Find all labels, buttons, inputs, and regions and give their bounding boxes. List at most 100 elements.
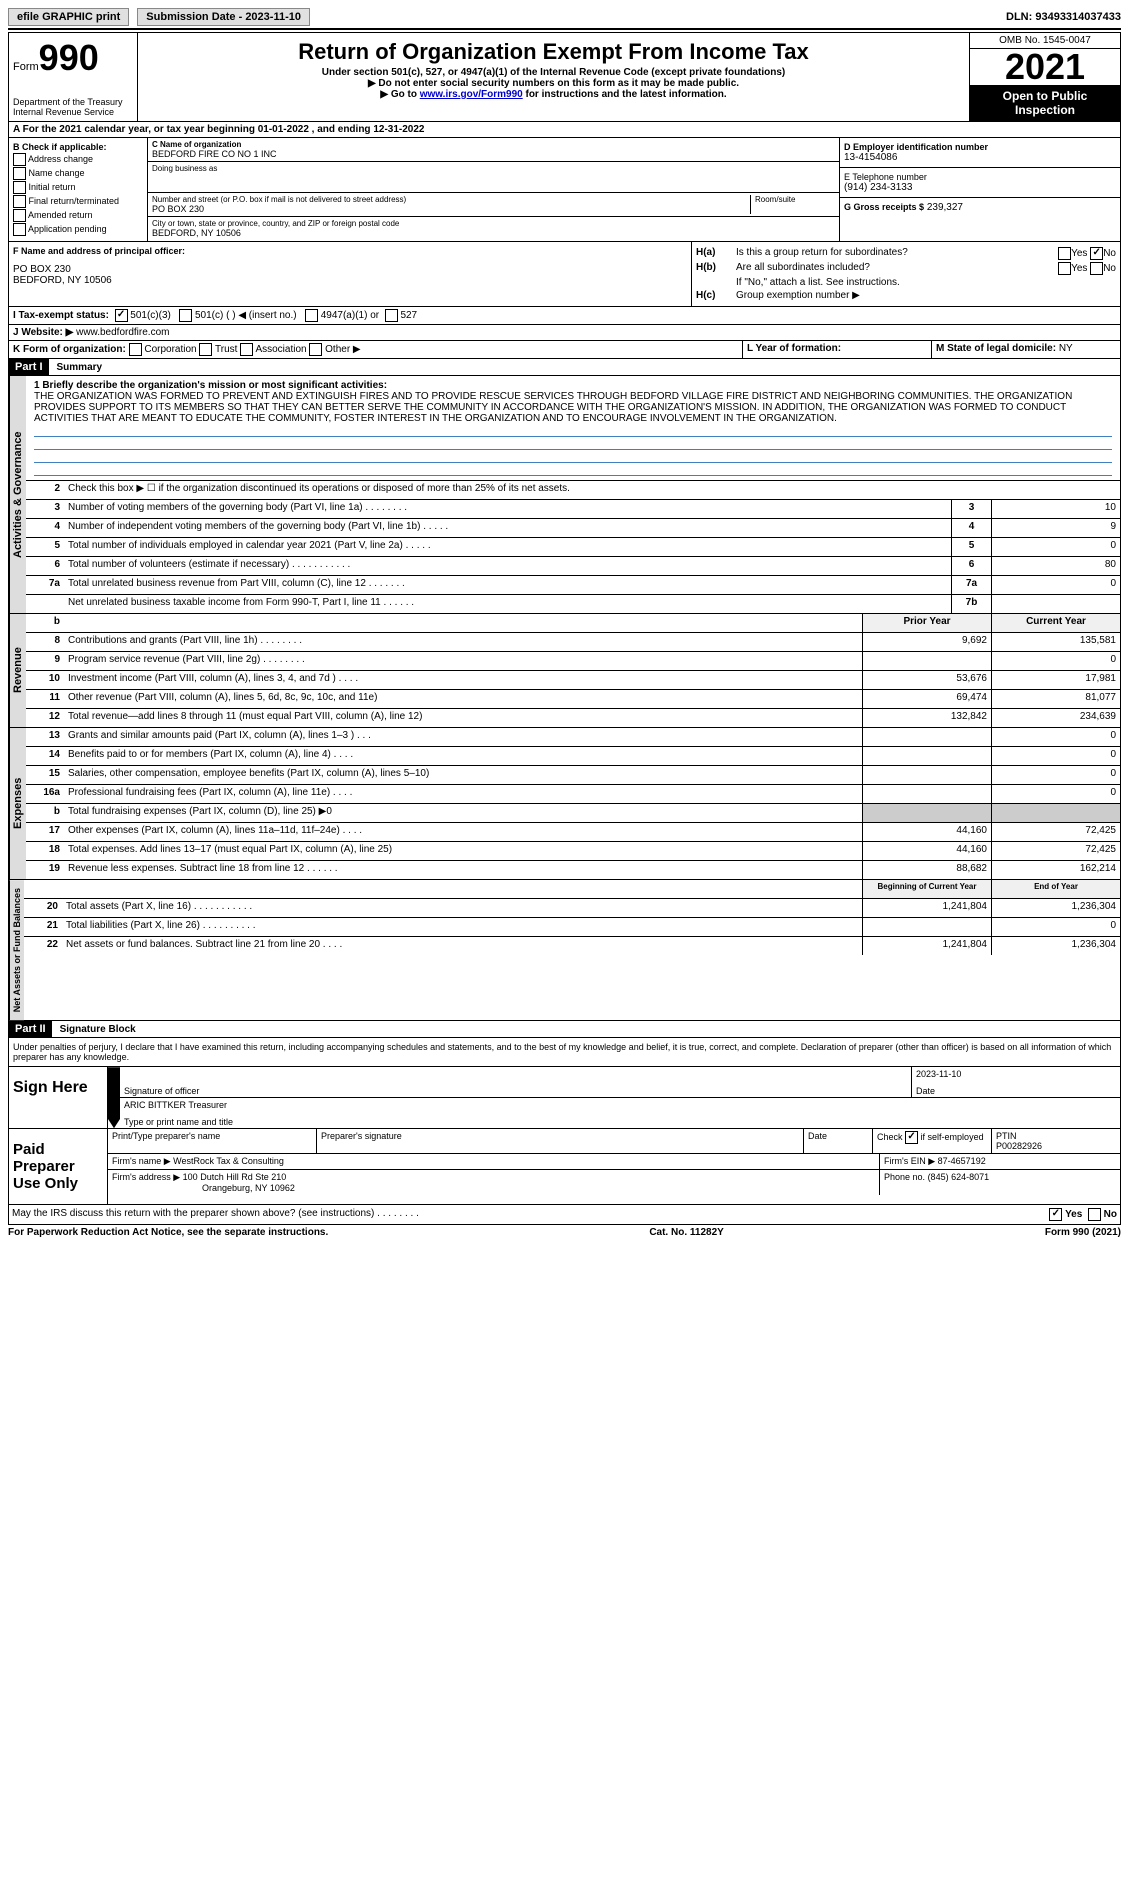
- section-c: C Name of organization BEDFORD FIRE CO N…: [148, 138, 839, 241]
- irs-label: Internal Revenue Service: [13, 107, 133, 117]
- form-header: Form990 Department of the Treasury Inter…: [8, 32, 1121, 122]
- chk-discuss-no[interactable]: [1088, 1208, 1101, 1221]
- chk-527[interactable]: [385, 309, 398, 322]
- chk-ha-yes[interactable]: [1058, 247, 1071, 260]
- chk-hb-no[interactable]: [1090, 262, 1103, 275]
- footer-mid: Cat. No. 11282Y: [328, 1227, 1045, 1238]
- vtab-expenses: Expenses: [9, 728, 26, 879]
- officer-name: ARIC BITTKER Treasurer: [124, 1100, 1116, 1110]
- form-number: Form990: [13, 37, 133, 79]
- paid-preparer-block: Paid Preparer Use Only Print/Type prepar…: [8, 1129, 1121, 1205]
- summary-line: 8Contributions and grants (Part VIII, li…: [26, 633, 1120, 652]
- preparer-date-label: Date: [804, 1129, 873, 1153]
- part1-header: Part I Summary: [8, 359, 1121, 376]
- form-note-2: ▶ Go to www.irs.gov/Form990 for instruct…: [142, 89, 965, 100]
- sig-date-label: Date: [916, 1086, 935, 1096]
- summary-line: 3Number of voting members of the governi…: [26, 500, 1120, 519]
- netassets-table: Net Assets or Fund Balances Beginning of…: [8, 880, 1121, 1021]
- phone-value: (914) 234-3133: [844, 182, 1116, 193]
- dba-label: Doing business as: [152, 164, 835, 173]
- firm-phone: (845) 624-8071: [928, 1172, 990, 1182]
- chk-discuss-yes[interactable]: [1049, 1208, 1062, 1221]
- type-name-label: Type or print name and title: [124, 1117, 233, 1127]
- room-label: Room/suite: [755, 195, 835, 204]
- phone-label: E Telephone number: [844, 172, 1116, 182]
- chk-address-change[interactable]: Address change: [13, 153, 143, 166]
- chk-ha-no[interactable]: [1090, 247, 1103, 260]
- street-value: PO BOX 230: [152, 204, 750, 214]
- section-f: F Name and address of principal officer:…: [9, 242, 692, 306]
- tax-exempt-row: I Tax-exempt status: 501(c)(3) 501(c) ( …: [8, 307, 1121, 325]
- summary-line: 13Grants and similar amounts paid (Part …: [26, 728, 1120, 747]
- period-row: A For the 2021 calendar year, or tax yea…: [8, 122, 1121, 138]
- revenue-table: Revenue b Prior Year Current Year 8Contr…: [8, 614, 1121, 728]
- mission-block: 1 Briefly describe the organization's mi…: [26, 376, 1120, 481]
- chk-self-employed[interactable]: [905, 1131, 918, 1144]
- expenses-table: Expenses 13Grants and similar amounts pa…: [8, 728, 1121, 880]
- top-bar: efile GRAPHIC print Submission Date - 20…: [8, 8, 1121, 30]
- submission-date-button[interactable]: Submission Date - 2023-11-10: [137, 8, 310, 26]
- chk-application-pending[interactable]: Application pending: [13, 223, 143, 236]
- chk-4947[interactable]: [305, 309, 318, 322]
- dln-label: DLN: 93493314037433: [1006, 11, 1121, 23]
- identity-block: B Check if applicable: Address change Na…: [8, 138, 1121, 242]
- firm-name: WestRock Tax & Consulting: [173, 1156, 284, 1166]
- form-subtitle: Under section 501(c), 527, or 4947(a)(1)…: [142, 67, 965, 78]
- summary-line: 16aProfessional fundraising fees (Part I…: [26, 785, 1120, 804]
- sign-here-block: Sign Here Signature of officer 2023-11-1…: [8, 1067, 1121, 1129]
- website-value: www.bedfordfire.com: [76, 327, 169, 338]
- chk-501c3[interactable]: [115, 309, 128, 322]
- chk-final-return[interactable]: Final return/terminated: [13, 195, 143, 208]
- page-footer: For Paperwork Reduction Act Notice, see …: [8, 1225, 1121, 1238]
- ein-label: D Employer identification number: [844, 142, 1116, 152]
- chk-501c[interactable]: [179, 309, 192, 322]
- preparer-name-label: Print/Type preparer's name: [108, 1129, 317, 1153]
- ptin-cell: PTINP00282926: [992, 1129, 1120, 1153]
- chk-name-change[interactable]: Name change: [13, 167, 143, 180]
- org-name: BEDFORD FIRE CO NO 1 INC: [152, 149, 835, 159]
- efile-button[interactable]: efile GRAPHIC print: [8, 8, 129, 26]
- summary-line: 15Salaries, other compensation, employee…: [26, 766, 1120, 785]
- sign-here-label: Sign Here: [9, 1067, 108, 1128]
- form-title: Return of Organization Exempt From Incom…: [142, 39, 965, 65]
- irs-link[interactable]: www.irs.gov/Form990: [420, 89, 523, 100]
- two-col-header: b Prior Year Current Year: [26, 614, 1120, 633]
- mission-text: THE ORGANIZATION WAS FORMED TO PREVENT A…: [34, 391, 1112, 424]
- chk-hb-yes[interactable]: [1058, 262, 1071, 275]
- summary-line: 2Check this box ▶ ☐ if the organization …: [26, 481, 1120, 500]
- summary-line: 21Total liabilities (Part X, line 26) . …: [24, 918, 1120, 937]
- discuss-row: May the IRS discuss this return with the…: [8, 1205, 1121, 1225]
- summary-line: 17Other expenses (Part IX, column (A), l…: [26, 823, 1120, 842]
- self-employed-cell: Check if self-employed: [873, 1129, 992, 1153]
- summary-table: Activities & Governance 1 Briefly descri…: [8, 376, 1121, 614]
- summary-line: Net unrelated business taxable income fr…: [26, 595, 1120, 613]
- city-value: BEDFORD, NY 10506: [152, 228, 835, 238]
- footer-right: Form 990 (2021): [1045, 1227, 1121, 1238]
- officer-group-block: F Name and address of principal officer:…: [8, 242, 1121, 307]
- street-label: Number and street (or P.O. box if mail i…: [152, 195, 750, 204]
- footer-left: For Paperwork Reduction Act Notice, see …: [8, 1227, 328, 1238]
- chk-initial-return[interactable]: Initial return: [13, 181, 143, 194]
- paid-preparer-label: Paid Preparer Use Only: [9, 1129, 108, 1204]
- vtab-governance: Activities & Governance: [9, 376, 26, 613]
- period-text: A For the 2021 calendar year, or tax yea…: [9, 122, 1120, 137]
- sig-date-value: 2023-11-10: [916, 1069, 1116, 1079]
- chk-amended[interactable]: Amended return: [13, 209, 143, 222]
- firm-address: 100 Dutch Hill Rd Ste 210: [183, 1172, 287, 1182]
- city-label: City or town, state or province, country…: [152, 219, 835, 228]
- chk-assoc[interactable]: [240, 343, 253, 356]
- chk-other[interactable]: [309, 343, 322, 356]
- sig-officer-label: Signature of officer: [124, 1086, 199, 1096]
- summary-line: 22Net assets or fund balances. Subtract …: [24, 937, 1120, 955]
- tax-year: 2021: [970, 49, 1120, 85]
- gross-value: 239,327: [927, 202, 963, 213]
- arrow-icon: [108, 1067, 120, 1128]
- section-b: B Check if applicable: Address change Na…: [9, 138, 148, 241]
- chk-trust[interactable]: [199, 343, 212, 356]
- klm-row: K Form of organization: Corporation Trus…: [8, 341, 1121, 359]
- summary-line: 9Program service revenue (Part VIII, lin…: [26, 652, 1120, 671]
- chk-corp[interactable]: [129, 343, 142, 356]
- dept-label: Department of the Treasury: [13, 97, 133, 107]
- summary-line: 7aTotal unrelated business revenue from …: [26, 576, 1120, 595]
- gross-label: G Gross receipts $: [844, 202, 924, 212]
